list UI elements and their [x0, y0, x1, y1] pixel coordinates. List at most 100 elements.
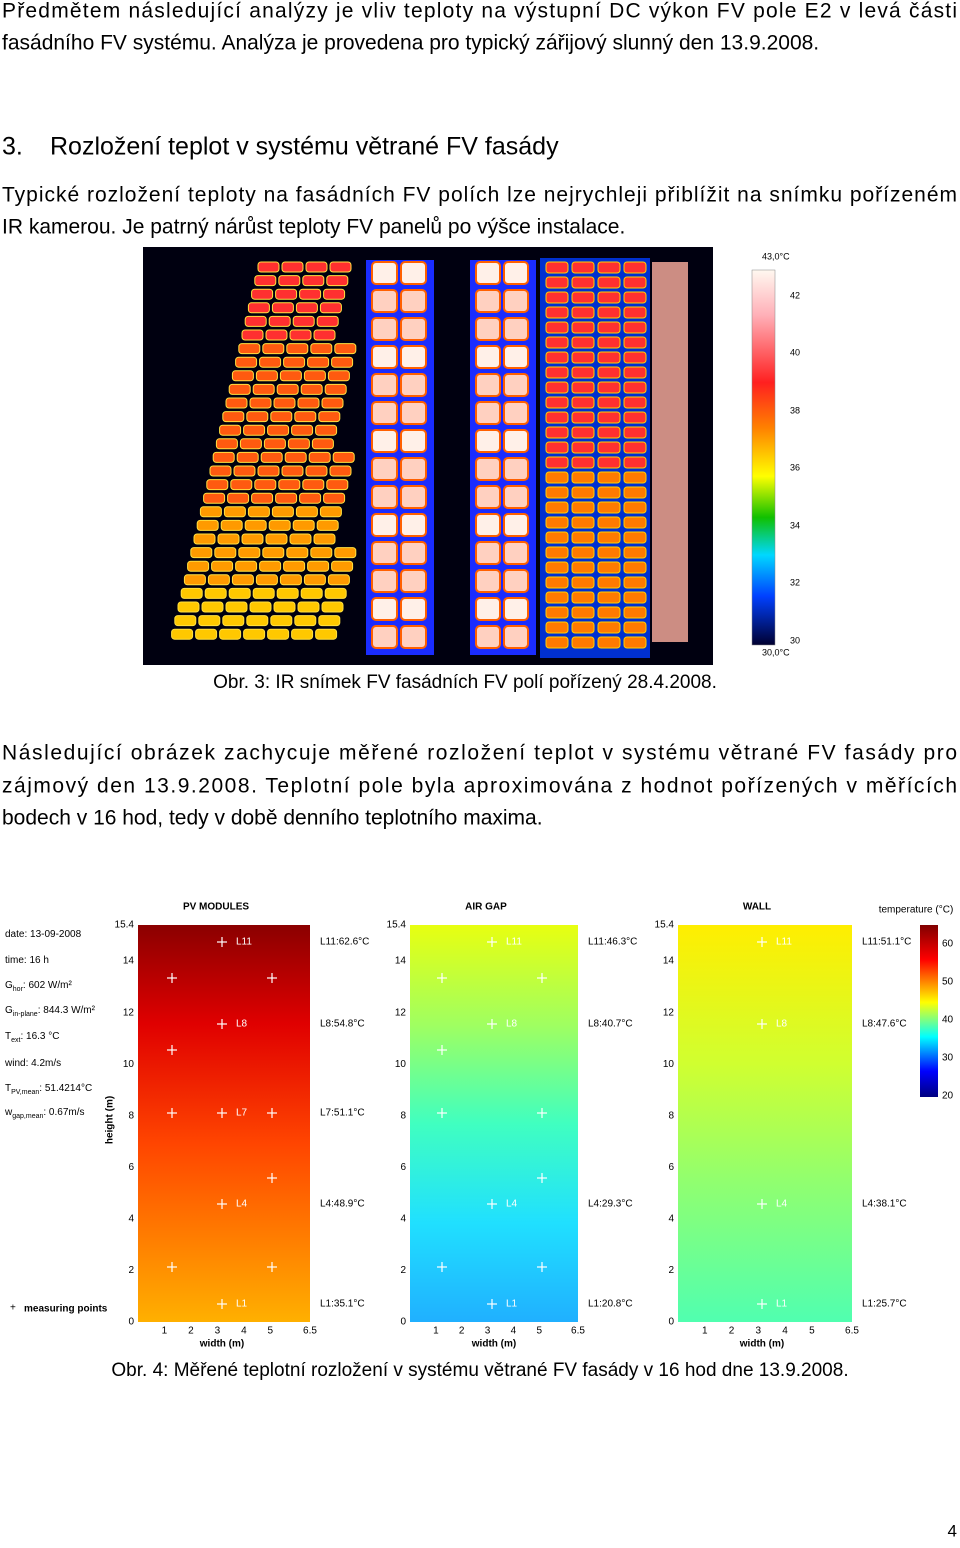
y-tick-label: 12 — [123, 1007, 135, 1018]
panel-title: WALL — [743, 902, 771, 913]
ir-cell — [475, 625, 501, 649]
ir-cell — [235, 356, 258, 368]
ir-cell — [571, 426, 595, 439]
info-text: : 51.4214°C — [39, 1083, 92, 1094]
info-subscript: hor — [13, 986, 24, 993]
ir-cell — [252, 587, 275, 599]
ir-cell — [211, 560, 234, 572]
ir-cell — [571, 321, 595, 334]
y-tick-label: 12 — [395, 1007, 407, 1018]
legend-cross: + — [10, 1303, 16, 1314]
ir-cell — [545, 531, 569, 544]
ir-cell — [503, 261, 529, 285]
ir-cell — [308, 451, 331, 463]
reading: L8:40.7°C — [588, 1019, 633, 1030]
ir-cell — [331, 560, 354, 572]
ir-cell — [299, 492, 322, 504]
ir-cell — [295, 302, 318, 314]
ir-cell — [597, 321, 621, 334]
ir-cell — [313, 329, 336, 341]
ir-cell — [475, 429, 501, 453]
y-tick-label: 4 — [400, 1214, 406, 1225]
ir-cell — [571, 561, 595, 574]
ir-cell — [623, 516, 647, 529]
info-subscript: in-plane — [13, 1011, 38, 1018]
point-label: L1 — [236, 1299, 248, 1310]
info-text: date: 13-09-2008 — [5, 929, 82, 940]
y-axis-label: height (m) — [105, 1096, 116, 1144]
ir-cell — [597, 606, 621, 619]
point-label: L4 — [506, 1199, 518, 1210]
ir-cell — [262, 547, 285, 559]
reading: L11:46.3°C — [588, 937, 637, 948]
ir-cell — [231, 370, 254, 382]
info-symbol: G — [5, 980, 13, 991]
ir-cell — [400, 317, 427, 341]
ir-cell — [323, 492, 346, 504]
ir-cell — [329, 465, 352, 477]
ir-cell — [475, 261, 501, 285]
ir-cell — [235, 560, 258, 572]
ir-cell — [475, 457, 501, 481]
y-tick-label: 15.4 — [387, 920, 407, 931]
ir-cell — [307, 560, 330, 572]
y-tick-label: 14 — [663, 956, 675, 967]
ir-cell — [316, 519, 339, 531]
ir-cell — [199, 506, 222, 518]
x-tick-label: 2 — [459, 1326, 465, 1337]
x-tick-label: 1 — [162, 1326, 168, 1337]
x-axis-label: width (m) — [199, 1339, 244, 1350]
point-label: L11 — [506, 937, 522, 948]
reading: L8:47.6°C — [862, 1019, 907, 1030]
ir-cell — [371, 569, 398, 593]
ir-cell — [270, 615, 293, 627]
info-text: : 844.3 W/m² — [38, 1005, 96, 1016]
ir-cell — [323, 288, 346, 300]
ir-cell — [623, 411, 647, 424]
ir-cell — [215, 438, 238, 450]
y-tick-label: 10 — [395, 1059, 407, 1070]
scale-label: 30 — [790, 635, 800, 645]
x-axis-label: width (m) — [739, 1339, 784, 1350]
ir-cell — [503, 429, 529, 453]
ir-cell — [243, 628, 266, 640]
ir-cell — [503, 317, 529, 341]
ir-cell — [327, 370, 350, 382]
ir-cell — [545, 321, 569, 334]
ir-cell — [251, 492, 274, 504]
ir-cell — [371, 513, 398, 537]
ir-cell — [571, 411, 595, 424]
ir-cell — [371, 625, 398, 649]
ir-cell — [193, 533, 216, 545]
x-tick-label: 1 — [702, 1326, 708, 1337]
ir-cell — [316, 315, 339, 327]
ir-cell — [203, 492, 226, 504]
ir-cell — [327, 574, 350, 586]
y-tick-label: 10 — [123, 1059, 135, 1070]
ir-cell — [571, 306, 595, 319]
ir-cell — [279, 574, 302, 586]
ir-cell — [206, 479, 229, 491]
ir-cell — [545, 291, 569, 304]
ir-cell — [315, 424, 338, 436]
ir-cell — [597, 291, 621, 304]
ir-cell — [400, 597, 427, 621]
ir-cell — [271, 506, 294, 518]
ir-cell — [217, 533, 240, 545]
paragraph-line: Následující obrázek zachycuje měřené roz… — [2, 742, 957, 765]
ir-cell — [239, 438, 262, 450]
ir-cell — [276, 587, 299, 599]
scale-label: 40 — [790, 347, 800, 357]
ir-cell — [238, 343, 261, 355]
ir-cell — [545, 441, 569, 454]
ir-cell — [332, 451, 355, 463]
ir-cell — [227, 492, 250, 504]
y-tick-label: 2 — [668, 1265, 674, 1276]
ir-cell — [207, 574, 230, 586]
y-tick-label: 8 — [128, 1110, 134, 1121]
colorbar-tick-label: 60 — [942, 939, 954, 950]
ir-cell — [260, 451, 283, 463]
ir-cell — [571, 291, 595, 304]
ir-cell — [475, 289, 501, 313]
